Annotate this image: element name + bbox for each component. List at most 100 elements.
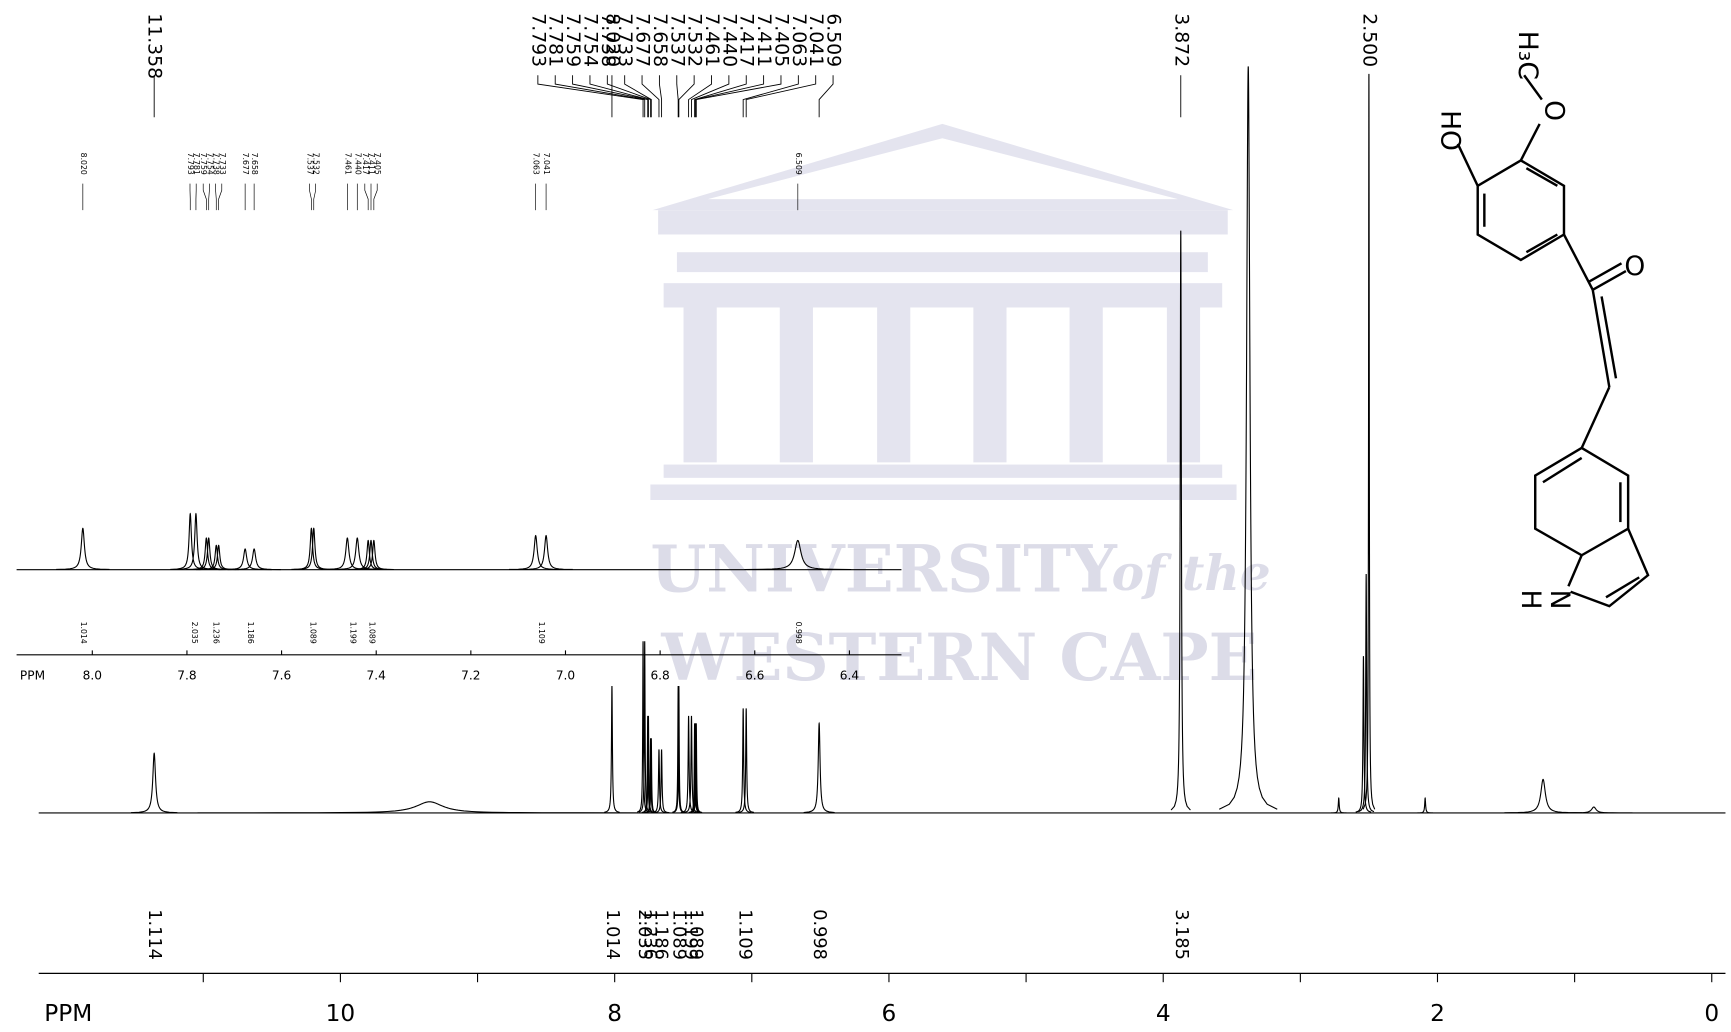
inset-peak-leader [309, 183, 312, 211]
peak [644, 738, 657, 814]
peak-label: 7.658 [649, 13, 670, 67]
peak [735, 708, 752, 813]
cornice [658, 210, 1228, 235]
bond [1580, 386, 1611, 449]
inset-peak-label: 7.759 [199, 153, 208, 175]
inset-peak-leader [215, 183, 217, 211]
peak-leader [691, 75, 730, 118]
inset-peak-label: 7.754 [205, 153, 214, 175]
inset-peak [198, 544, 239, 571]
peak-leader [624, 75, 652, 118]
peak-leader [695, 75, 782, 118]
peak [638, 641, 651, 813]
peak-label: 7.738 [597, 13, 618, 67]
inset-peak-leader [218, 183, 223, 211]
integral-label: 1.186 [650, 909, 670, 960]
inset-peak [175, 512, 216, 570]
inset-peak-label: 7.532 [312, 153, 321, 175]
peak-label: 7.759 [562, 13, 583, 67]
peak-leader [818, 75, 834, 118]
integral-label: 1.089 [668, 909, 688, 960]
inset-peak [186, 537, 227, 571]
peak [642, 715, 655, 814]
peak [1170, 230, 1191, 811]
inset-x-tick-label: 7.2 [461, 668, 480, 682]
bond [1456, 143, 1479, 187]
inset-integral-label: 1.089 [367, 622, 376, 644]
peak-label: 7.781 [545, 13, 566, 67]
inset-integral-label: 1.186 [246, 622, 255, 644]
inset-peak-label: 7.405 [373, 153, 382, 175]
bond [1519, 123, 1541, 161]
peak-label: 7.411 [753, 13, 774, 67]
bond [1523, 74, 1543, 101]
peak-leader [678, 75, 695, 118]
atom-label: HO [1434, 110, 1465, 151]
inset-peak-label: 7.537 [305, 153, 314, 175]
inset-peak-label: 7.440 [353, 153, 362, 175]
peak-label: 2.500 [1358, 13, 1379, 67]
inset-x-tick-label: 7.6 [272, 668, 291, 682]
inset-integral-label: 1.089 [308, 622, 317, 644]
inset-peak [170, 512, 211, 570]
integral-label: 1.114 [144, 909, 164, 960]
bond [1542, 456, 1583, 484]
peak [130, 752, 178, 814]
inset-peak-label: 7.411 [367, 153, 376, 175]
bond [1605, 576, 1640, 599]
inset-peak [56, 527, 110, 570]
columns [683, 307, 1201, 463]
atom-label: O [1624, 251, 1645, 282]
inset-peak [350, 539, 392, 571]
bond [1562, 233, 1594, 291]
peak-label: 7.677 [632, 13, 653, 67]
integral-label: 1.236 [640, 909, 660, 960]
peak [672, 685, 685, 813]
inset-peak [196, 544, 237, 571]
integral-label: 0.998 [809, 909, 829, 960]
peak [1555, 806, 1633, 814]
peak-leader [589, 75, 649, 118]
peak-leader [688, 75, 712, 118]
peak [604, 685, 620, 813]
inset-peak-label: 7.041 [542, 153, 551, 175]
inset-peak [291, 527, 332, 570]
peak-leader [572, 75, 649, 118]
inset-peak [744, 539, 852, 571]
peak-leader [745, 75, 817, 118]
peak [1330, 797, 1347, 814]
bond [1587, 262, 1623, 284]
pediment-inner [707, 138, 1178, 200]
peak-leader [742, 75, 799, 118]
integral-label: 1.089 [685, 909, 705, 960]
x-tick-label: 8 [607, 1000, 622, 1027]
step [650, 484, 1237, 500]
bond [1591, 289, 1611, 388]
peak [1358, 574, 1375, 813]
inset-x-tick-label: 7.8 [177, 668, 196, 682]
atom-label: O [1538, 100, 1569, 121]
frieze [676, 252, 1208, 273]
inset-integral-label: 1.236 [211, 622, 220, 644]
peak-leader [695, 75, 765, 118]
x-tick-label: 4 [1156, 1000, 1171, 1027]
x-tick-label: 2 [1430, 1000, 1445, 1027]
inset-peak [293, 527, 334, 570]
inset-peak-label: 7.781 [192, 153, 201, 175]
watermark-text: of the [1112, 545, 1271, 602]
peak-leader [694, 75, 747, 118]
x-tick-label: 0 [1704, 1000, 1719, 1027]
peak-label: 7.405 [770, 13, 791, 67]
integral-label: 1.199 [680, 909, 700, 960]
inset-peak-label: 7.063 [532, 153, 541, 175]
peak [1504, 778, 1582, 814]
peak-leader [554, 75, 646, 118]
peak-leader [641, 75, 660, 118]
peak [683, 715, 700, 814]
integral-label: 3.185 [1171, 909, 1191, 960]
peak-label: 7.754 [579, 13, 600, 67]
peak [690, 723, 703, 814]
inset-integral-label: 1.014 [79, 622, 88, 644]
peak [197, 801, 662, 814]
structure: H₃C O HO O N H [1434, 31, 1650, 609]
